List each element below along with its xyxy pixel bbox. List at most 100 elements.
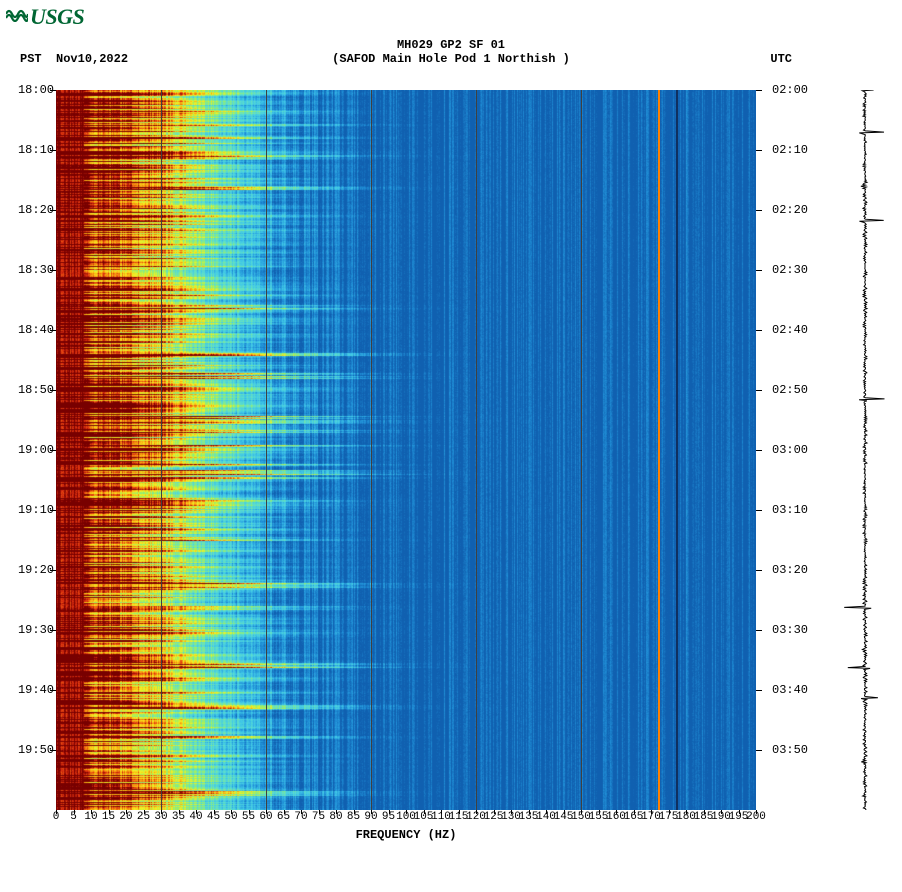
title-line-2: (SAFOD Main Hole Pod 1 Northish ): [0, 52, 902, 66]
x-tick: [196, 810, 197, 814]
y-tick: [50, 150, 56, 151]
y-left-label: 19:10: [14, 504, 54, 516]
x-tick: [319, 810, 320, 814]
x-tick: [389, 810, 390, 814]
y-tick: [50, 270, 56, 271]
x-tick: [126, 810, 127, 814]
x-tick: [301, 810, 302, 814]
x-tick: [616, 810, 617, 814]
x-tick: [721, 810, 722, 814]
y-tick: [756, 690, 762, 691]
y-left-label: 19:30: [14, 624, 54, 636]
vline-172hz: [658, 90, 660, 810]
y-right-label: 03:50: [772, 744, 816, 756]
y-tick: [50, 750, 56, 751]
x-tick: [511, 810, 512, 814]
vline-30hz: [161, 90, 162, 810]
y-tick: [50, 390, 56, 391]
y-tick: [756, 90, 762, 91]
vline-150hz: [581, 90, 582, 810]
trace-path: [844, 90, 884, 810]
header-right: UTC: [770, 52, 792, 66]
x-tick: [546, 810, 547, 814]
y-left-label: 19:20: [14, 564, 54, 576]
y-left-label: 19:00: [14, 444, 54, 456]
x-tick: [284, 810, 285, 814]
usgs-wave-icon: [6, 8, 28, 22]
y-right-label: 03:00: [772, 444, 816, 456]
y-left-label: 18:00: [14, 84, 54, 96]
y-tick: [756, 210, 762, 211]
y-tick: [50, 450, 56, 451]
x-tick: [441, 810, 442, 814]
y-tick: [50, 510, 56, 511]
x-tick: [336, 810, 337, 814]
x-tick: [634, 810, 635, 814]
y-tick: [50, 330, 56, 331]
x-tick: [739, 810, 740, 814]
x-tick: [494, 810, 495, 814]
usgs-logo: USGS: [6, 4, 84, 30]
plot-title: MH029 GP2 SF 01 (SAFOD Main Hole Pod 1 N…: [0, 38, 902, 67]
y-tick: [756, 330, 762, 331]
y-left-label: 18:10: [14, 144, 54, 156]
y-right-label: 03:10: [772, 504, 816, 516]
vline-120hz: [476, 90, 477, 810]
y-tick: [756, 390, 762, 391]
y-axis-left-labels: 18:0018:1018:2018:3018:4018:5019:0019:10…: [14, 90, 54, 810]
y-left-label: 18:40: [14, 324, 54, 336]
y-right-label: 02:50: [772, 384, 816, 396]
left-tz: PST: [20, 52, 42, 66]
vline-60hz: [266, 90, 267, 810]
x-tick: [144, 810, 145, 814]
x-tick: [179, 810, 180, 814]
header-left: PST Nov10,2022: [20, 52, 128, 66]
y-right-label: 02:00: [772, 84, 816, 96]
y-tick: [50, 90, 56, 91]
y-right-label: 02:30: [772, 264, 816, 276]
y-tick: [50, 210, 56, 211]
x-tick: [249, 810, 250, 814]
y-axis-right-labels: 02:0002:1002:2002:3002:4002:5003:0003:10…: [772, 90, 816, 810]
y-right-label: 02:20: [772, 204, 816, 216]
x-tick: [669, 810, 670, 814]
y-tick: [756, 270, 762, 271]
x-tick: [161, 810, 162, 814]
y-tick: [50, 690, 56, 691]
x-tick: [424, 810, 425, 814]
y-left-label: 18:20: [14, 204, 54, 216]
spectrogram-plot: [56, 90, 756, 810]
y-tick: [756, 450, 762, 451]
y-tick: [50, 570, 56, 571]
title-line-1: MH029 GP2 SF 01: [0, 38, 902, 52]
x-tick: [231, 810, 232, 814]
y-tick: [756, 750, 762, 751]
x-tick: [581, 810, 582, 814]
y-left-label: 18:50: [14, 384, 54, 396]
x-tick: [266, 810, 267, 814]
x-tick: [564, 810, 565, 814]
y-tick: [756, 630, 762, 631]
x-tick: [599, 810, 600, 814]
x-tick: [371, 810, 372, 814]
right-tz: UTC: [770, 52, 792, 66]
x-tick: [91, 810, 92, 814]
y-left-label: 18:30: [14, 264, 54, 276]
x-tick: [704, 810, 705, 814]
x-axis-labels: 0510152025303540455055606570758085909510…: [56, 812, 756, 828]
x-tick: [74, 810, 75, 814]
y-right-label: 03:30: [772, 624, 816, 636]
vline-177hz: [676, 90, 678, 810]
y-left-label: 19:50: [14, 744, 54, 756]
y-tick: [756, 150, 762, 151]
y-left-label: 19:40: [14, 684, 54, 696]
x-tick: [686, 810, 687, 814]
x-tick: [56, 810, 57, 814]
x-tick: [354, 810, 355, 814]
side-amplitude-trace: [840, 90, 890, 810]
x-tick: [756, 810, 757, 814]
x-tick: [459, 810, 460, 814]
x-tick: [214, 810, 215, 814]
y-tick: [756, 570, 762, 571]
y-tick: [50, 630, 56, 631]
